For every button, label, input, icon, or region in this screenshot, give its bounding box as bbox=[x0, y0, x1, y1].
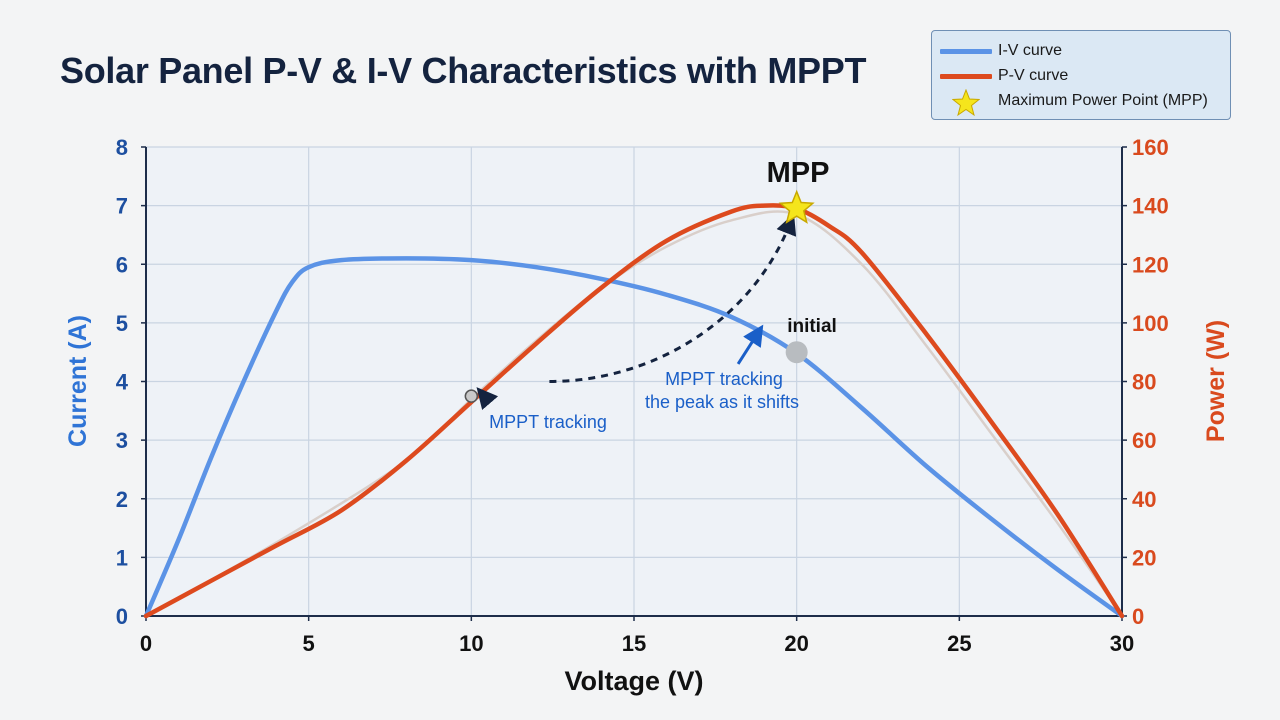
iv-curve-line bbox=[143, 256, 1125, 619]
chart-title: Solar Panel P-V & I-V Characteristics wi… bbox=[60, 50, 867, 91]
y-tick-label-left: 7 bbox=[116, 194, 128, 219]
y-tick-label-left: 5 bbox=[116, 311, 128, 336]
y-tick-label-right: 60 bbox=[1132, 428, 1156, 453]
y-axis-label-right: Power (W) bbox=[1202, 320, 1230, 442]
x-tick-label: 5 bbox=[303, 631, 315, 656]
y-tick-label-left: 8 bbox=[116, 135, 128, 160]
y-tick-label-left: 4 bbox=[116, 370, 129, 395]
initial-label: initial bbox=[787, 316, 837, 337]
y-tick-label-left: 0 bbox=[116, 604, 128, 629]
mpp-star-marker bbox=[778, 189, 815, 224]
y-tick-label-right: 80 bbox=[1132, 370, 1156, 395]
mppt-tracking-arrow-small bbox=[476, 387, 499, 410]
mppt-tracking-mid-label-2: the peak as it shifts bbox=[645, 392, 799, 412]
x-tick-label: 20 bbox=[784, 631, 808, 656]
x-tick-label: 30 bbox=[1110, 631, 1134, 656]
y-axis-label-left: Current (A) bbox=[64, 315, 92, 447]
legend-label-mpp: Maximum Power Point (MPP) bbox=[998, 92, 1208, 109]
star-icon bbox=[952, 89, 980, 117]
x-tick-label: 25 bbox=[947, 631, 971, 656]
y-tick-label-left: 6 bbox=[116, 252, 128, 277]
x-axis-label: Voltage (V) bbox=[564, 666, 703, 696]
x-tick-label: 10 bbox=[459, 631, 483, 656]
y-tick-label-right: 0 bbox=[1132, 604, 1144, 629]
initial-operating-point bbox=[785, 341, 808, 364]
y-tick-label-right: 160 bbox=[1132, 135, 1169, 160]
mppt-tracking-left-label: MPPT tracking bbox=[489, 412, 607, 432]
mppt-shift-arrow bbox=[736, 324, 764, 365]
tracking-start-point bbox=[464, 389, 479, 403]
y-tick-label-right: 100 bbox=[1132, 311, 1169, 336]
y-tick-label-left: 2 bbox=[116, 487, 128, 512]
y-tick-label-right: 40 bbox=[1132, 487, 1156, 512]
mppt-tracking-arrow bbox=[549, 213, 797, 383]
mppt-tracking-mid-label-1: MPPT tracking bbox=[665, 369, 783, 389]
annotations bbox=[464, 189, 815, 410]
legend-label-iv: I-V curve bbox=[998, 42, 1063, 59]
legend-swatch-iv bbox=[940, 49, 992, 54]
legend-swatch-pv bbox=[940, 74, 992, 79]
y-tick-label-right: 140 bbox=[1132, 194, 1169, 219]
legend: I-V curve P-V curve Maximum Power Point … bbox=[931, 30, 1231, 120]
legend-label-pv: P-V curve bbox=[998, 67, 1069, 84]
mpp-label: MPP bbox=[767, 157, 830, 189]
y-tick-label-right: 20 bbox=[1132, 545, 1156, 570]
series bbox=[143, 203, 1125, 619]
ticks: 0 5 10 15 20 25 300123456780204060801001201401… bbox=[116, 135, 1169, 656]
x-tick-label: 0 bbox=[140, 631, 152, 656]
y-tick-label-left: 1 bbox=[116, 545, 128, 570]
y-tick-label-right: 120 bbox=[1132, 252, 1169, 277]
y-tick-label-left: 3 bbox=[116, 428, 128, 453]
x-tick-label: 15 bbox=[622, 631, 646, 656]
pv-curve-line bbox=[143, 203, 1125, 619]
